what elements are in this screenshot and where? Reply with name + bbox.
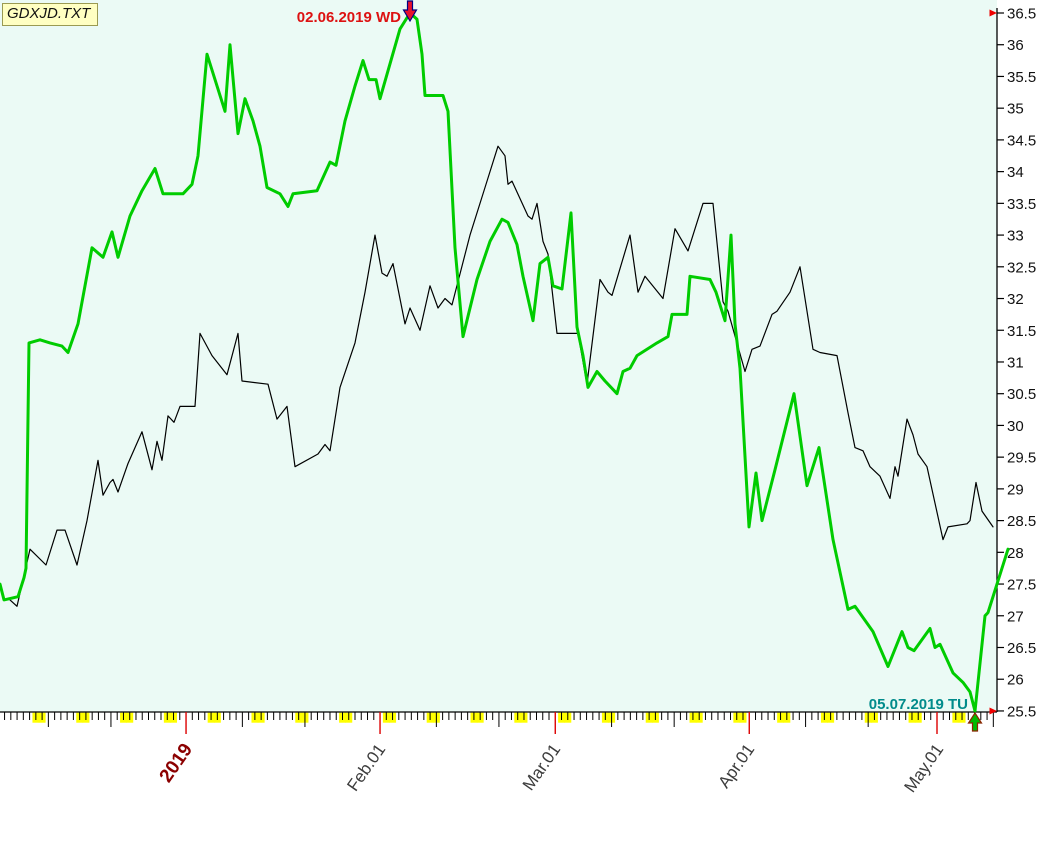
svg-text:33.5: 33.5 [1007, 196, 1036, 213]
svg-text:29.5: 29.5 [1007, 450, 1036, 467]
series-lines [0, 11, 1010, 713]
svg-text:32: 32 [1007, 291, 1024, 308]
svg-text:30: 30 [1007, 418, 1024, 435]
high-annotation: 02.06.2019 WD [297, 0, 418, 26]
svg-text:27: 27 [1007, 608, 1024, 625]
svg-text:32.5: 32.5 [1007, 259, 1036, 276]
y-axis-labels: 36.5 36 35.5 35 34.5 34 33.5 33 32.5 32 31.5 31 30.5… [1007, 6, 1036, 721]
svg-text:30.5: 30.5 [1007, 386, 1036, 403]
svg-text:31: 31 [1007, 354, 1024, 371]
svg-text:26: 26 [1007, 672, 1024, 689]
x-axis-ticks [4, 712, 994, 734]
svg-text:Feb.01: Feb.01 [343, 740, 389, 794]
svg-text:31.5: 31.5 [1007, 323, 1036, 340]
svg-text:33: 33 [1007, 228, 1024, 245]
high-arrow-down-icon [402, 0, 418, 23]
svg-text:May.01: May.01 [900, 740, 947, 796]
svg-text:27.5: 27.5 [1007, 577, 1036, 594]
svg-text:26.5: 26.5 [1007, 640, 1036, 657]
svg-text:Apr.01: Apr.01 [715, 740, 759, 791]
svg-text:35: 35 [1007, 101, 1024, 118]
svg-text:29: 29 [1007, 481, 1024, 498]
x-axis-labels: 2019 Feb.01 Mar.01 Apr.01 May.01 [156, 740, 948, 796]
svg-text:25.5: 25.5 [1007, 703, 1036, 720]
svg-text:2019: 2019 [156, 740, 197, 787]
svg-text:34: 34 [1007, 164, 1024, 181]
svg-text:28.5: 28.5 [1007, 513, 1036, 530]
symbol-title-chip[interactable]: GDXJD.TXT [2, 3, 99, 26]
high-annotation-label: 02.06.2019 WD [297, 9, 401, 26]
low-arrow-up-icon [967, 711, 983, 732]
y-axis[interactable]: 36.5 36 35.5 35 34.5 34 33.5 33 32.5 32 31.5 31 30.5… [996, 6, 1036, 721]
svg-text:34.5: 34.5 [1007, 132, 1036, 149]
svg-text:28: 28 [1007, 545, 1024, 562]
axis-extreme-markers [989, 9, 997, 715]
svg-text:Mar.01: Mar.01 [519, 740, 564, 793]
x-axis[interactable]: 2019 Feb.01 Mar.01 Apr.01 May.01 [0, 711, 997, 796]
svg-text:36: 36 [1007, 37, 1024, 54]
low-annotation: 05.07.2019 TU [869, 696, 983, 732]
svg-text:36.5: 36.5 [1007, 6, 1036, 23]
plot-background [0, 0, 997, 712]
svg-text:35.5: 35.5 [1007, 69, 1036, 86]
low-annotation-label: 05.07.2019 TU [869, 696, 968, 713]
y-axis-ticks [997, 12, 1004, 712]
